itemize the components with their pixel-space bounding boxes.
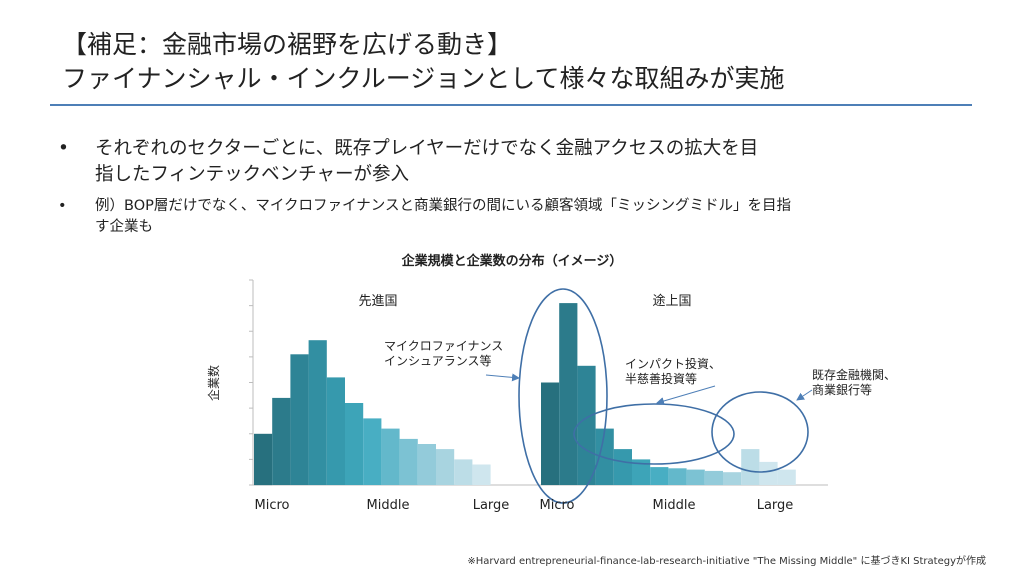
x-tick-label: Large <box>473 498 510 513</box>
bullet-marker: • <box>58 138 69 159</box>
bar-developing-7 <box>650 467 669 485</box>
slide-title-line1: 【補足：金融市場の裾野を広げる動き】 <box>62 30 513 59</box>
commercial-bank-ellipse <box>711 391 809 473</box>
title-divider <box>50 104 972 106</box>
bar-developed-7 <box>363 418 382 485</box>
bullet-text-line1: それぞれのセクターごとに、既存プレイヤーだけでなく金融アクセスの拡大を目 <box>95 138 759 159</box>
bar-developing-10 <box>704 470 723 485</box>
annotation-microfinance-line1: マイクロファイナンス <box>384 339 503 353</box>
bullet-text-line2: 指したフィンテックベンチャーが参入 <box>95 164 409 185</box>
x-tick-label: Middle <box>653 498 696 513</box>
microfinance-arrow <box>485 373 520 382</box>
bar-developed-3 <box>290 354 309 485</box>
x-tick-label: Micro <box>540 498 575 513</box>
bullet-marker: • <box>58 198 67 214</box>
bar-developing-2 <box>559 303 578 485</box>
bar-developed-1 <box>254 433 273 486</box>
bar-developing-13 <box>759 461 778 485</box>
bullet-text-line2: す企業も <box>95 219 153 235</box>
bullet-item-2: • 例）BOP層だけでなく、マイクロファイナンスと商業銀行の間にいる顧客領域「ミ… <box>58 196 938 238</box>
group-label-developed: 先進国 <box>358 294 397 309</box>
annotation-microfinance-line2: インシュアランス等 <box>384 354 492 368</box>
bar-developed-8 <box>381 428 400 485</box>
bar-developing-9 <box>686 469 705 485</box>
bar-developing-6 <box>632 459 651 485</box>
bar-developing-4 <box>595 428 614 485</box>
bar-developing-14 <box>777 469 796 485</box>
annotation-commercial-bank-line1: 既存金融機関、 <box>812 367 896 382</box>
bar-developing-3 <box>577 365 596 485</box>
bullet-text-line1: 例）BOP層だけでなく、マイクロファイナンスと商業銀行の間にいる顧客領域「ミッシ… <box>95 198 791 214</box>
bar-developed-5 <box>326 377 345 485</box>
annotation-impact-investment-line1: インパクト投資、 <box>625 356 721 371</box>
source-footnote: ※Harvard entrepreneurial-finance-lab-res… <box>467 556 986 567</box>
x-tick-label: Large <box>757 498 794 513</box>
bar-developed-2 <box>272 397 291 485</box>
bar-developed-11 <box>436 449 455 485</box>
slide-title-line2: ファイナンシャル・インクルージョンとして様々な取組みが実施 <box>62 64 785 93</box>
bar-developing-5 <box>613 449 632 485</box>
bar-developing-1 <box>541 382 560 485</box>
bullet-item-1: • それぞれのセクターごとに、既存プレイヤーだけでなく金融アクセスの拡大を目 指… <box>58 136 938 188</box>
bar-developed-6 <box>345 403 364 485</box>
x-tick-label: Middle <box>367 498 410 513</box>
annotation-commercial-bank-line2: 商業銀行等 <box>812 382 872 397</box>
annotation-impact-investment-line2: 半慈善投資等 <box>625 371 697 386</box>
bar-developing-11 <box>723 472 742 485</box>
bar-developed-13 <box>472 464 491 485</box>
slide-title: 【補足：金融市場の裾野を広げる動き】 ファイナンシャル・インクルージョンとして様… <box>62 28 785 96</box>
bar-developed-12 <box>454 459 473 485</box>
commercial-bank-arrow <box>796 389 813 401</box>
bar-developed-4 <box>308 340 327 485</box>
bar-developed-9 <box>399 438 418 485</box>
y-axis-label: 企業数 <box>206 365 221 401</box>
bar-developing-12 <box>741 449 760 485</box>
microfinance-ellipse <box>518 288 608 504</box>
x-tick-label: Micro <box>255 498 290 513</box>
bullet-list: • それぞれのセクターごとに、既存プレイヤーだけでなく金融アクセスの拡大を目 指… <box>58 136 938 238</box>
group-label-developing: 途上国 <box>652 293 691 309</box>
bar-developed-10 <box>417 444 436 485</box>
impact-investment-ellipse <box>573 403 735 465</box>
chart-title: 企業規模と企業数の分布（イメージ） <box>401 254 623 269</box>
impact-investment-arrow <box>656 385 716 405</box>
bar-developing-8 <box>668 468 687 485</box>
